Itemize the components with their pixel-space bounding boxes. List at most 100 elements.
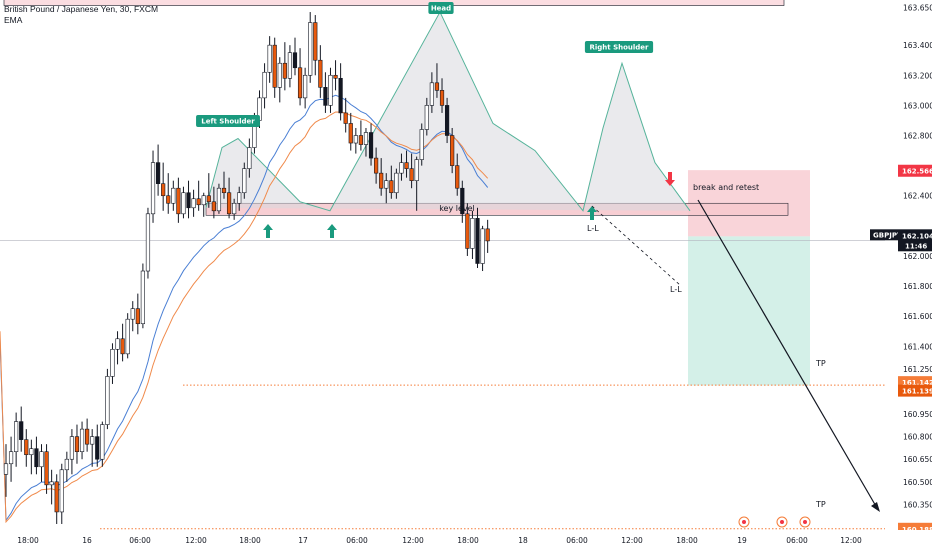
y-tick-label: 162.800 [903, 132, 932, 141]
candle [460, 180, 465, 223]
candle [95, 424, 100, 467]
candle-body [196, 198, 201, 206]
candle [49, 469, 54, 505]
candle-body [409, 168, 414, 181]
candle-body [39, 451, 44, 468]
candle [216, 183, 222, 214]
chart-title: British Pound / Japanese Yen, 30, FXCM [4, 4, 159, 14]
candle-body [8, 451, 14, 465]
candle-body [100, 424, 105, 460]
projection-line [697, 199, 878, 509]
key-level-label: key level [439, 204, 475, 213]
candle [232, 198, 237, 220]
candle [379, 158, 384, 196]
candle [171, 180, 176, 211]
candle-body [247, 147, 252, 169]
candle-body [216, 187, 222, 212]
price-tag-bg [898, 384, 932, 397]
candle-body [237, 192, 242, 204]
candle-body [34, 448, 39, 468]
candle [485, 219, 490, 253]
candle-body [450, 135, 455, 166]
candle [115, 331, 120, 365]
candle [105, 368, 110, 430]
candle-body [338, 77, 343, 114]
candle [64, 451, 69, 482]
candle-body [333, 74, 338, 79]
indicator-label: EMA [4, 15, 23, 25]
candle-body [262, 71, 267, 99]
y-axis-bg [886, 0, 932, 550]
candle [323, 72, 328, 113]
x-tick-label: 18:00 [239, 536, 261, 545]
candle [470, 210, 475, 259]
symbol-badge: GBPJPY [873, 231, 903, 239]
current-time: 11:46 [905, 242, 927, 250]
candle [166, 173, 171, 214]
candle-body [368, 132, 374, 159]
candle [303, 67, 308, 109]
candle-body [353, 135, 358, 144]
candle-body [277, 62, 282, 88]
candle-body [115, 338, 120, 350]
candle-body [480, 228, 485, 264]
projection-arrowhead [871, 502, 880, 512]
y-tick-label: 163.200 [903, 71, 932, 80]
candle [353, 127, 358, 154]
candle-body [465, 213, 470, 249]
candle-body [384, 180, 389, 189]
candle-body [226, 192, 232, 215]
candle-body [287, 52, 293, 79]
candle [348, 112, 353, 151]
x-tick-label: 18:00 [17, 536, 39, 545]
candle-body [145, 213, 151, 272]
candle-body [120, 338, 125, 355]
left-shoulder-label-bg [196, 115, 260, 127]
current-price-badge-bg [898, 229, 932, 252]
candle [59, 463, 64, 524]
candle [480, 225, 485, 272]
candle [34, 436, 39, 475]
y-tick-label: 160.800 [903, 433, 932, 442]
candle [69, 429, 75, 475]
candle [287, 45, 293, 88]
candle-body [186, 192, 191, 209]
x-axis-bg [0, 530, 932, 550]
x-tick-label: 12:00 [621, 536, 643, 545]
candle-body [150, 162, 156, 215]
candle [318, 45, 323, 98]
candle-body [232, 202, 237, 215]
candle-body [399, 162, 404, 174]
candle-body [29, 448, 34, 456]
x-tick-label: 12:00 [185, 536, 207, 545]
candle-body [379, 172, 384, 189]
candle-body [206, 195, 211, 203]
candle [90, 429, 95, 467]
candle-body [374, 157, 379, 174]
candle [130, 301, 135, 332]
candle [120, 323, 125, 362]
candle-body [303, 74, 308, 99]
candle-body [166, 195, 171, 204]
candle-body [308, 22, 313, 76]
candle [434, 63, 440, 98]
candle-body [439, 90, 445, 106]
symbol-badge-bg [870, 229, 898, 241]
candle-body [323, 87, 328, 106]
candle-body [156, 162, 161, 184]
ema-slow-line [0, 111, 489, 524]
candle [419, 123, 424, 166]
candle [313, 15, 318, 76]
candle-body [475, 218, 480, 264]
candle-body [348, 123, 353, 144]
right-shoulder-label: Right Shoulder [590, 44, 650, 52]
down-arrow-icon [665, 172, 675, 186]
candle-body [318, 59, 323, 88]
break-retest-label: break and retest [693, 183, 759, 192]
candle-body [95, 436, 100, 460]
price-tag-bg [898, 164, 932, 177]
x-tick-label: 19 [737, 536, 747, 545]
x-tick-label: 12:00 [840, 536, 862, 545]
candle [191, 189, 196, 217]
